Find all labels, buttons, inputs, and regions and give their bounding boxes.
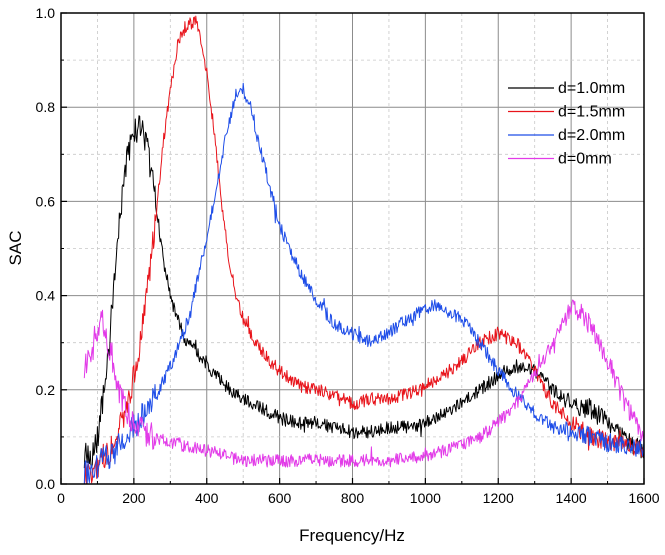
x-tick-label: 400 [195,490,219,506]
y-axis-title: SAC [6,231,25,266]
x-tick-label: 600 [268,490,292,506]
legend-label: d=1.0mm [558,80,625,97]
legend-label: d=2.0mm [558,127,625,144]
x-tick-label: 200 [122,490,146,506]
y-tick-label: 0.0 [36,476,56,492]
series-line [83,82,645,485]
series-line [83,115,645,469]
x-tick-label: 0 [57,490,65,506]
y-tick-label: 0.2 [36,382,56,398]
legend-label: d=1.5mm [558,104,625,121]
legend-label: d=0mm [558,151,612,168]
x-tick-label: 1200 [483,490,514,506]
x-axis-title: Frequency/Hz [299,526,405,545]
x-tick-label: 1400 [556,490,587,506]
axis-ticks: 0 200 400 600 800 1000 1200 1400 1600 0.0 0.2 0.4 0.… [36,5,660,506]
series-line [83,15,645,485]
legend: d=1.0mm d=1.5mm d=2.0mm d=0mm [508,80,625,168]
x-tick-label: 1600 [628,490,659,506]
y-tick-label: 0.6 [36,193,56,209]
y-tick-label: 0.4 [36,288,56,304]
x-tick-label: 1000 [410,490,441,506]
series-group [83,15,645,485]
y-tick-label: 1.0 [36,5,56,21]
y-tick-label: 0.8 [36,99,56,115]
grid [61,13,644,484]
x-tick-label: 800 [341,490,365,506]
series-line [83,299,645,468]
